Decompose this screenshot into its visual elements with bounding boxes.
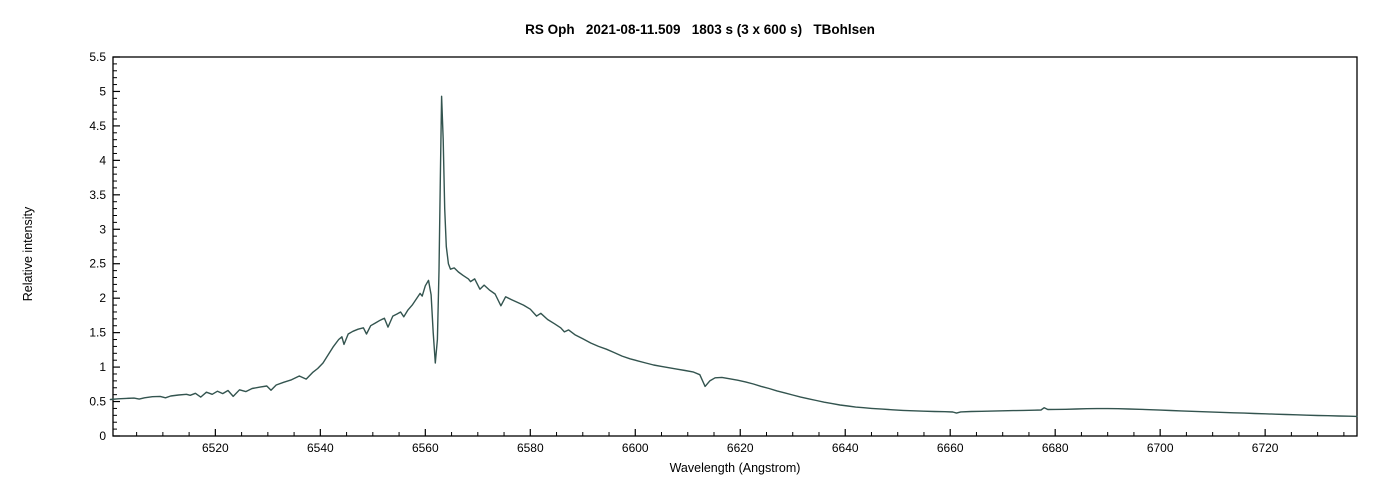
y-tick-label: 2: [99, 291, 106, 305]
y-tick-label: 1: [99, 360, 106, 374]
plot-border: [112, 56, 1358, 437]
x-axis-label: Wavelength (Angstrom): [669, 461, 801, 475]
y-tick-label: 3.5: [89, 188, 106, 202]
x-tick-label: 6600: [622, 441, 649, 455]
y-tick-label: 0.5: [89, 395, 106, 409]
y-tick-label: 5.5: [89, 50, 106, 64]
y-tick-label: 5: [99, 84, 106, 98]
x-tick-label: 6540: [307, 441, 334, 455]
y-tick-label: 0: [99, 429, 106, 443]
y-tick-label: 2.5: [89, 257, 106, 271]
x-tick-label: 6680: [1042, 441, 1069, 455]
y-tick-label: 4.5: [89, 119, 106, 133]
x-tick-label: 6520: [202, 441, 229, 455]
y-tick-label: 1.5: [89, 326, 106, 340]
x-tick-label: 6640: [832, 441, 859, 455]
x-tick-label: 6620: [727, 441, 754, 455]
x-tick-label: 6580: [517, 441, 544, 455]
chart-title: RS Oph 2021-08-11.509 1803 s (3 x 600 s)…: [525, 22, 875, 37]
y-tick-label: 3: [99, 222, 106, 236]
x-tick-label: 6560: [412, 441, 439, 455]
x-tick-label: 6720: [1252, 441, 1279, 455]
y-tick-label: 4: [99, 153, 106, 167]
x-tick-label: 6660: [937, 441, 964, 455]
x-tick-label: 6700: [1147, 441, 1174, 455]
spectrum-line: [109, 95, 1358, 418]
